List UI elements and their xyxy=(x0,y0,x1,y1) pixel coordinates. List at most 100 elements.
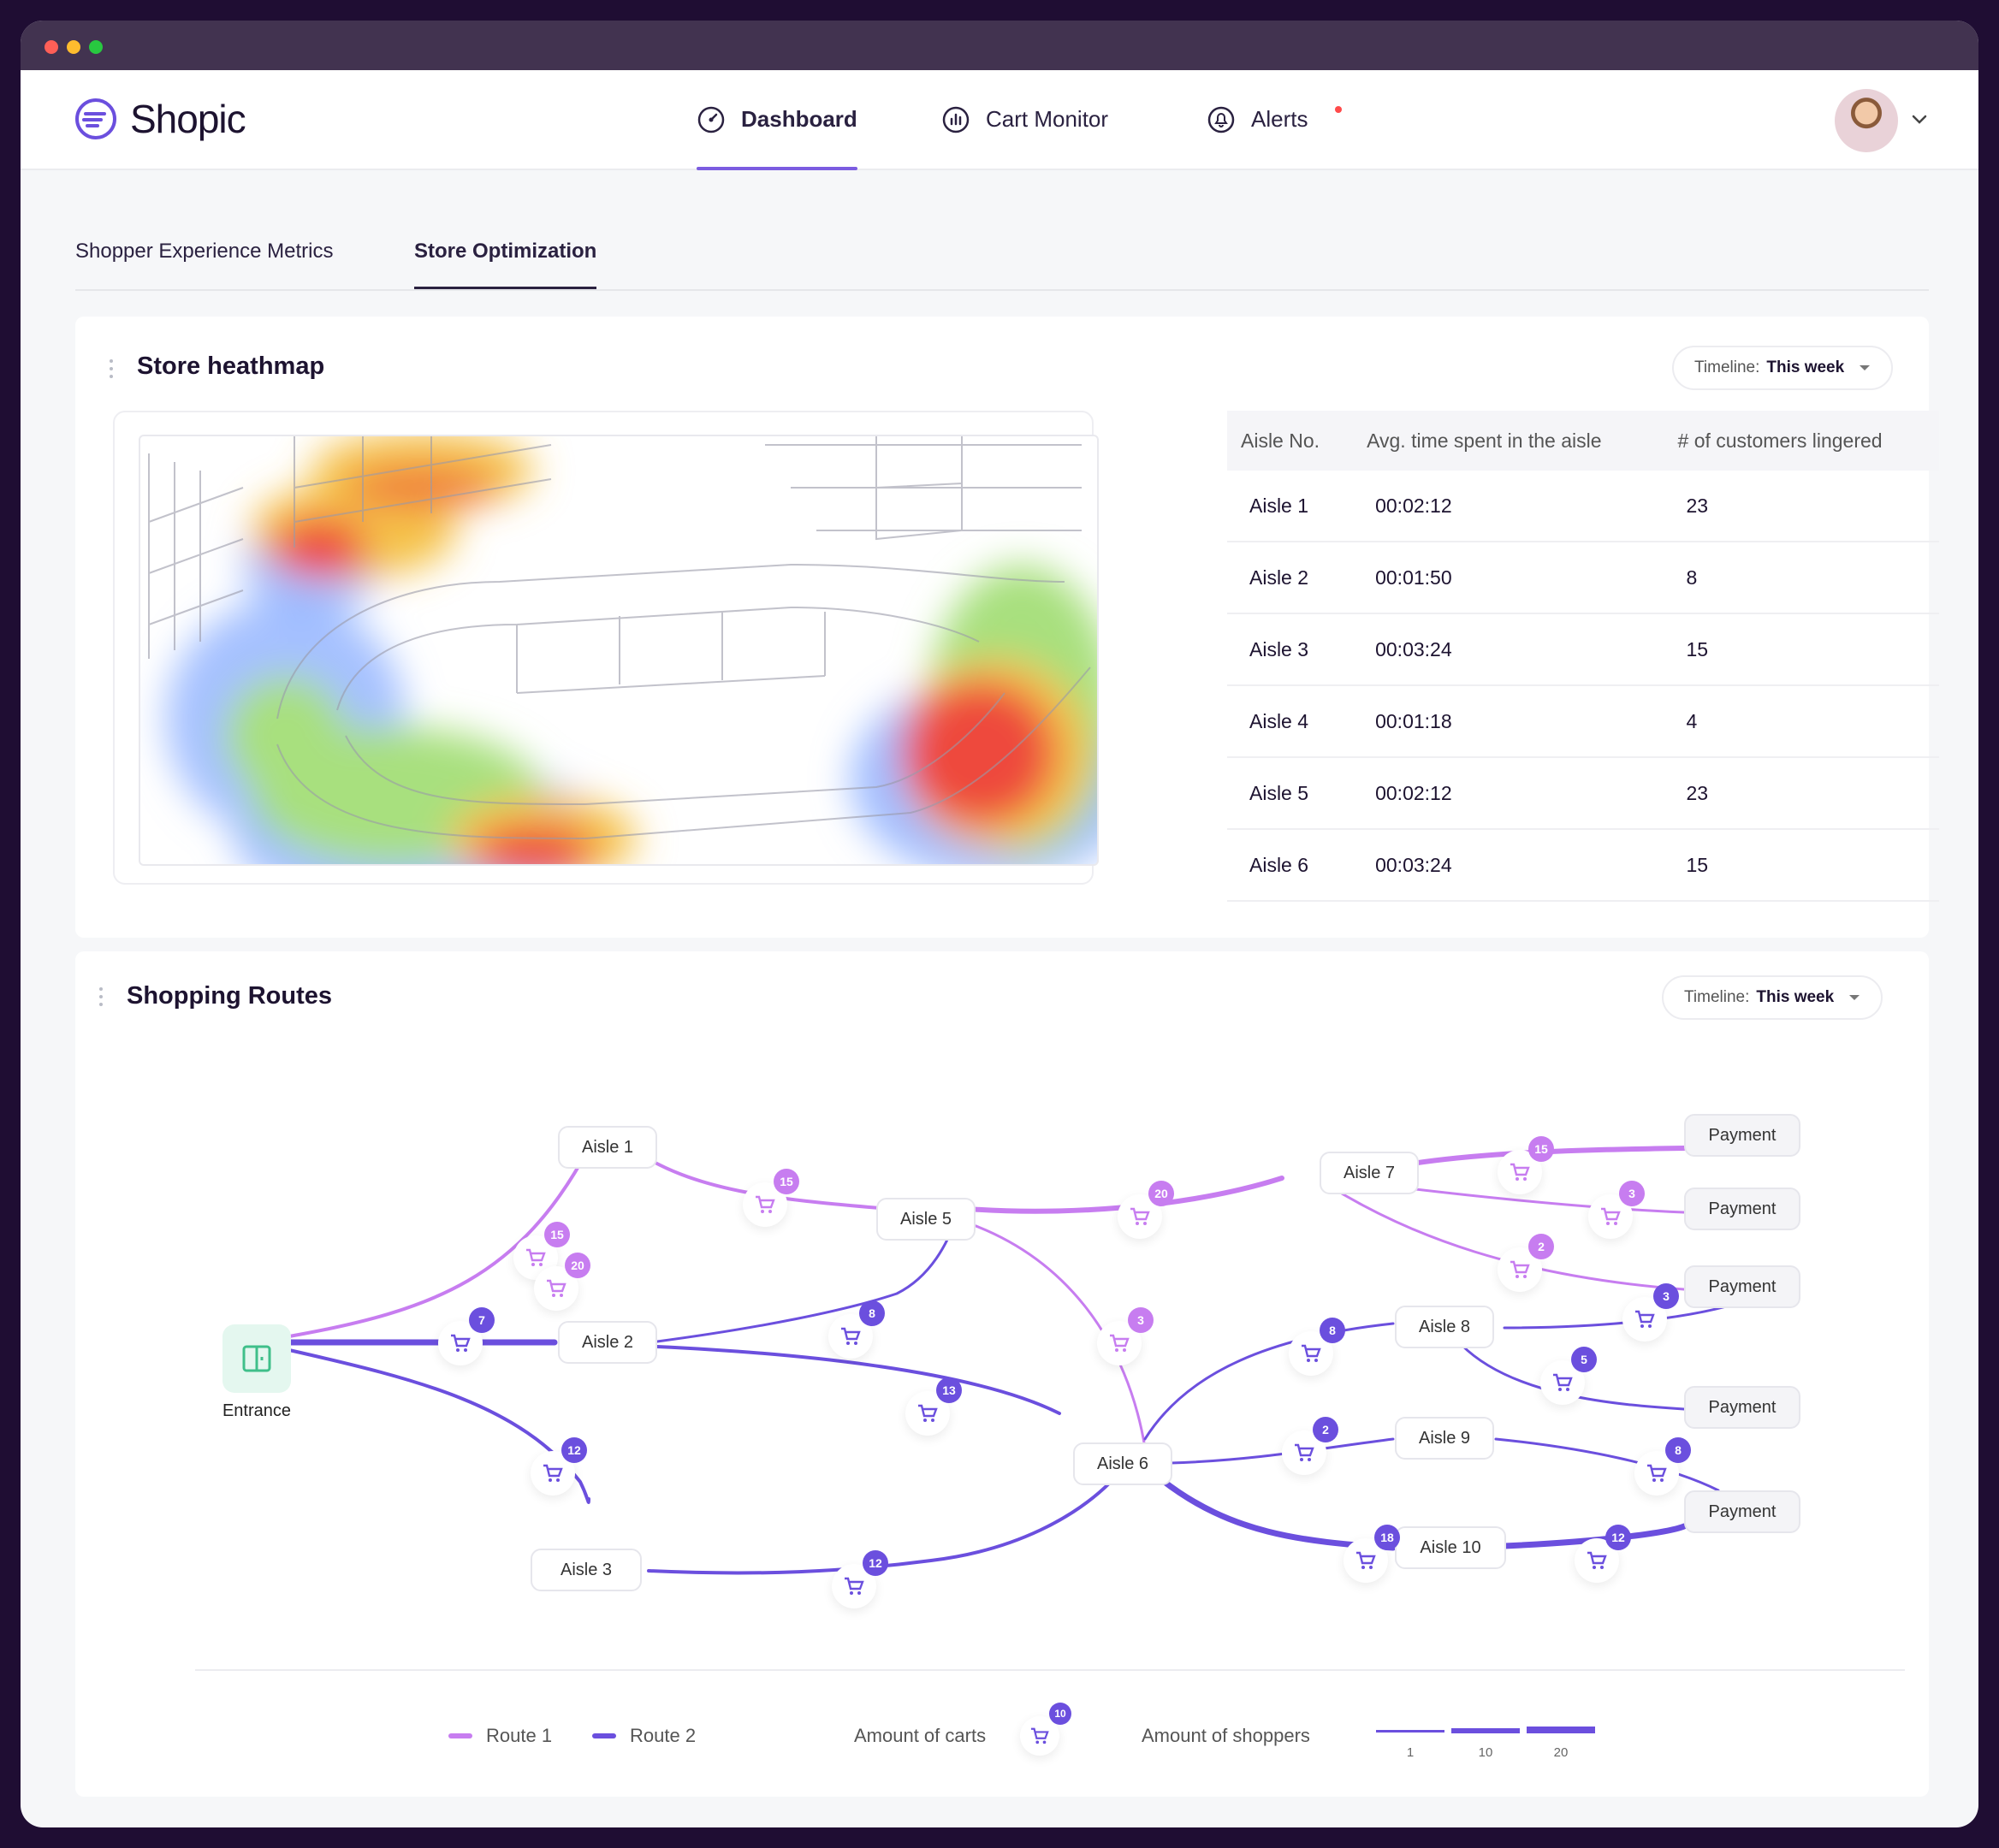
node-aisle-8[interactable]: Aisle 8 xyxy=(1395,1306,1494,1348)
cart-icon xyxy=(918,1404,938,1422)
node-payment[interactable]: Payment xyxy=(1684,1386,1800,1429)
cart-marker[interactable]: 13 xyxy=(905,1377,962,1436)
cart-icon xyxy=(1587,1551,1607,1569)
bar-chart-icon xyxy=(942,106,970,133)
logo[interactable]: Shopic xyxy=(74,96,246,142)
cart-marker[interactable]: 3 xyxy=(1622,1283,1679,1342)
cart-marker[interactable]: 20 xyxy=(1118,1181,1174,1239)
node-payment[interactable]: Payment xyxy=(1684,1114,1800,1157)
legend-carts-label: Amount of carts xyxy=(854,1725,987,1746)
window-titlebar xyxy=(21,21,1978,70)
close-window-button[interactable] xyxy=(44,40,58,54)
node-aisle-6[interactable]: Aisle 6 xyxy=(1073,1442,1172,1485)
user-avatar[interactable] xyxy=(1835,89,1898,152)
chevron-down-icon[interactable] xyxy=(1912,115,1927,125)
cell-time: 00:03:24 xyxy=(1353,613,1664,686)
maximize-window-button[interactable] xyxy=(89,40,103,54)
cart-count-badge: 15 xyxy=(774,1169,799,1194)
tab-shopper-experience-metrics[interactable]: Shopper Experience Metrics xyxy=(75,240,334,263)
table-row: Aisle 4 00:01:18 4 xyxy=(1227,685,1939,758)
dropdown-caret-icon xyxy=(1849,995,1860,1000)
route2-segment xyxy=(1143,1322,1395,1441)
cart-count-badge: 10 xyxy=(1049,1703,1071,1725)
cart-marker[interactable]: 18 xyxy=(1344,1525,1400,1583)
route1-swatch xyxy=(448,1733,472,1738)
node-aisle-3[interactable]: Aisle 3 xyxy=(531,1549,642,1591)
cell-count: 8 xyxy=(1664,542,1939,614)
minimize-window-button[interactable] xyxy=(67,40,80,54)
heatmap-visual xyxy=(148,436,1097,864)
cart-count-badge: 20 xyxy=(565,1253,590,1278)
timeline-label: Timeline: xyxy=(1684,988,1750,1006)
cart-marker[interactable]: 5 xyxy=(1540,1347,1597,1405)
heatmap-frame xyxy=(113,411,1099,885)
cart-icon xyxy=(1647,1464,1667,1482)
drag-handle-icon[interactable] xyxy=(110,359,113,382)
cart-icon xyxy=(543,1464,563,1482)
cart-count-badge: 3 xyxy=(1128,1307,1154,1333)
cart-icon xyxy=(841,1327,861,1345)
tab-store-optimization[interactable]: Store Optimization xyxy=(414,234,597,289)
entrance-node[interactable] xyxy=(222,1324,291,1393)
cart-count-badge: 12 xyxy=(863,1550,888,1576)
node-aisle-1[interactable]: Aisle 1 xyxy=(558,1126,657,1169)
nav-alerts[interactable]: Alerts xyxy=(1207,70,1342,169)
cart-marker[interactable]: 15 xyxy=(743,1169,799,1227)
node-aisle-2[interactable]: Aisle 2 xyxy=(558,1321,657,1364)
route2-segment xyxy=(655,1215,958,1343)
route1-segment xyxy=(288,1146,590,1338)
node-aisle-9[interactable]: Aisle 9 xyxy=(1395,1417,1494,1460)
cart-count-badge: 8 xyxy=(1320,1318,1345,1343)
cart-marker[interactable]: 2 xyxy=(1498,1234,1554,1292)
shopic-logo-icon xyxy=(75,98,116,139)
cart-marker[interactable]: 8 xyxy=(1289,1318,1345,1376)
col-avg-time: Avg. time spent in the aisle xyxy=(1353,411,1664,471)
cart-marker[interactable]: 7 xyxy=(438,1307,495,1365)
cart-marker[interactable]: 8 xyxy=(1634,1437,1691,1496)
cart-marker[interactable]: 15 xyxy=(1498,1136,1554,1194)
cart-marker[interactable]: 2 xyxy=(1282,1417,1338,1475)
cart-count-badge: 15 xyxy=(544,1222,570,1247)
node-payment[interactable]: Payment xyxy=(1684,1490,1800,1533)
cart-marker[interactable]: 12 xyxy=(832,1550,888,1608)
cart-icon xyxy=(1601,1207,1621,1225)
cart-count-badge: 12 xyxy=(1605,1525,1631,1550)
nav-cart-monitor-label: Cart Monitor xyxy=(986,106,1109,132)
drag-handle-icon[interactable] xyxy=(99,987,103,1010)
cart-icon xyxy=(1030,1727,1049,1744)
cart-icon xyxy=(1302,1344,1321,1362)
route1-segment xyxy=(1340,1192,1686,1291)
cart-marker[interactable]: 3 xyxy=(1588,1181,1645,1239)
route2-segment xyxy=(288,1348,590,1504)
legend-carts: Amount of carts xyxy=(854,1725,986,1747)
cart-icon xyxy=(1553,1373,1573,1391)
cell-aisle: Aisle 6 xyxy=(1227,829,1354,902)
cart-marker[interactable]: 12 xyxy=(1575,1525,1631,1583)
node-aisle-10[interactable]: Aisle 10 xyxy=(1395,1526,1506,1569)
timeline-value: This week xyxy=(1766,358,1845,376)
cell-aisle: Aisle 1 xyxy=(1227,471,1354,542)
cart-count-badge: 2 xyxy=(1528,1234,1554,1259)
heatmap-timeline-dropdown[interactable]: Timeline: This week xyxy=(1672,346,1893,390)
shoppers-scale-1 xyxy=(1376,1730,1444,1732)
node-aisle-5[interactable]: Aisle 5 xyxy=(876,1198,976,1241)
entrance-label: Entrance xyxy=(222,1401,292,1420)
cell-count: 23 xyxy=(1664,471,1939,542)
cart-marker[interactable]: 8 xyxy=(828,1300,885,1359)
table-row: Aisle 3 00:03:24 15 xyxy=(1227,613,1939,686)
node-payment[interactable]: Payment xyxy=(1684,1265,1800,1308)
cell-aisle: Aisle 5 xyxy=(1227,757,1354,830)
nav-dashboard[interactable]: Dashboard xyxy=(697,70,857,170)
heatmap-card: Store heathmap Timeline: This week xyxy=(75,317,1939,938)
cart-marker[interactable]: 20 xyxy=(534,1253,590,1311)
cart-marker[interactable]: 3 xyxy=(1097,1307,1154,1365)
cart-count-badge: 12 xyxy=(561,1437,587,1463)
legend-route1-label: Route 1 xyxy=(486,1725,553,1746)
table-row: Aisle 1 00:02:12 23 xyxy=(1227,471,1939,542)
node-payment[interactable]: Payment xyxy=(1684,1188,1800,1230)
routes-timeline-dropdown[interactable]: Timeline: This week xyxy=(1662,975,1883,1020)
node-aisle-7[interactable]: Aisle 7 xyxy=(1320,1152,1419,1194)
cart-marker[interactable]: 12 xyxy=(531,1437,587,1496)
nav-cart-monitor[interactable]: Cart Monitor xyxy=(941,70,1108,169)
alert-notification-dot xyxy=(1335,106,1342,113)
